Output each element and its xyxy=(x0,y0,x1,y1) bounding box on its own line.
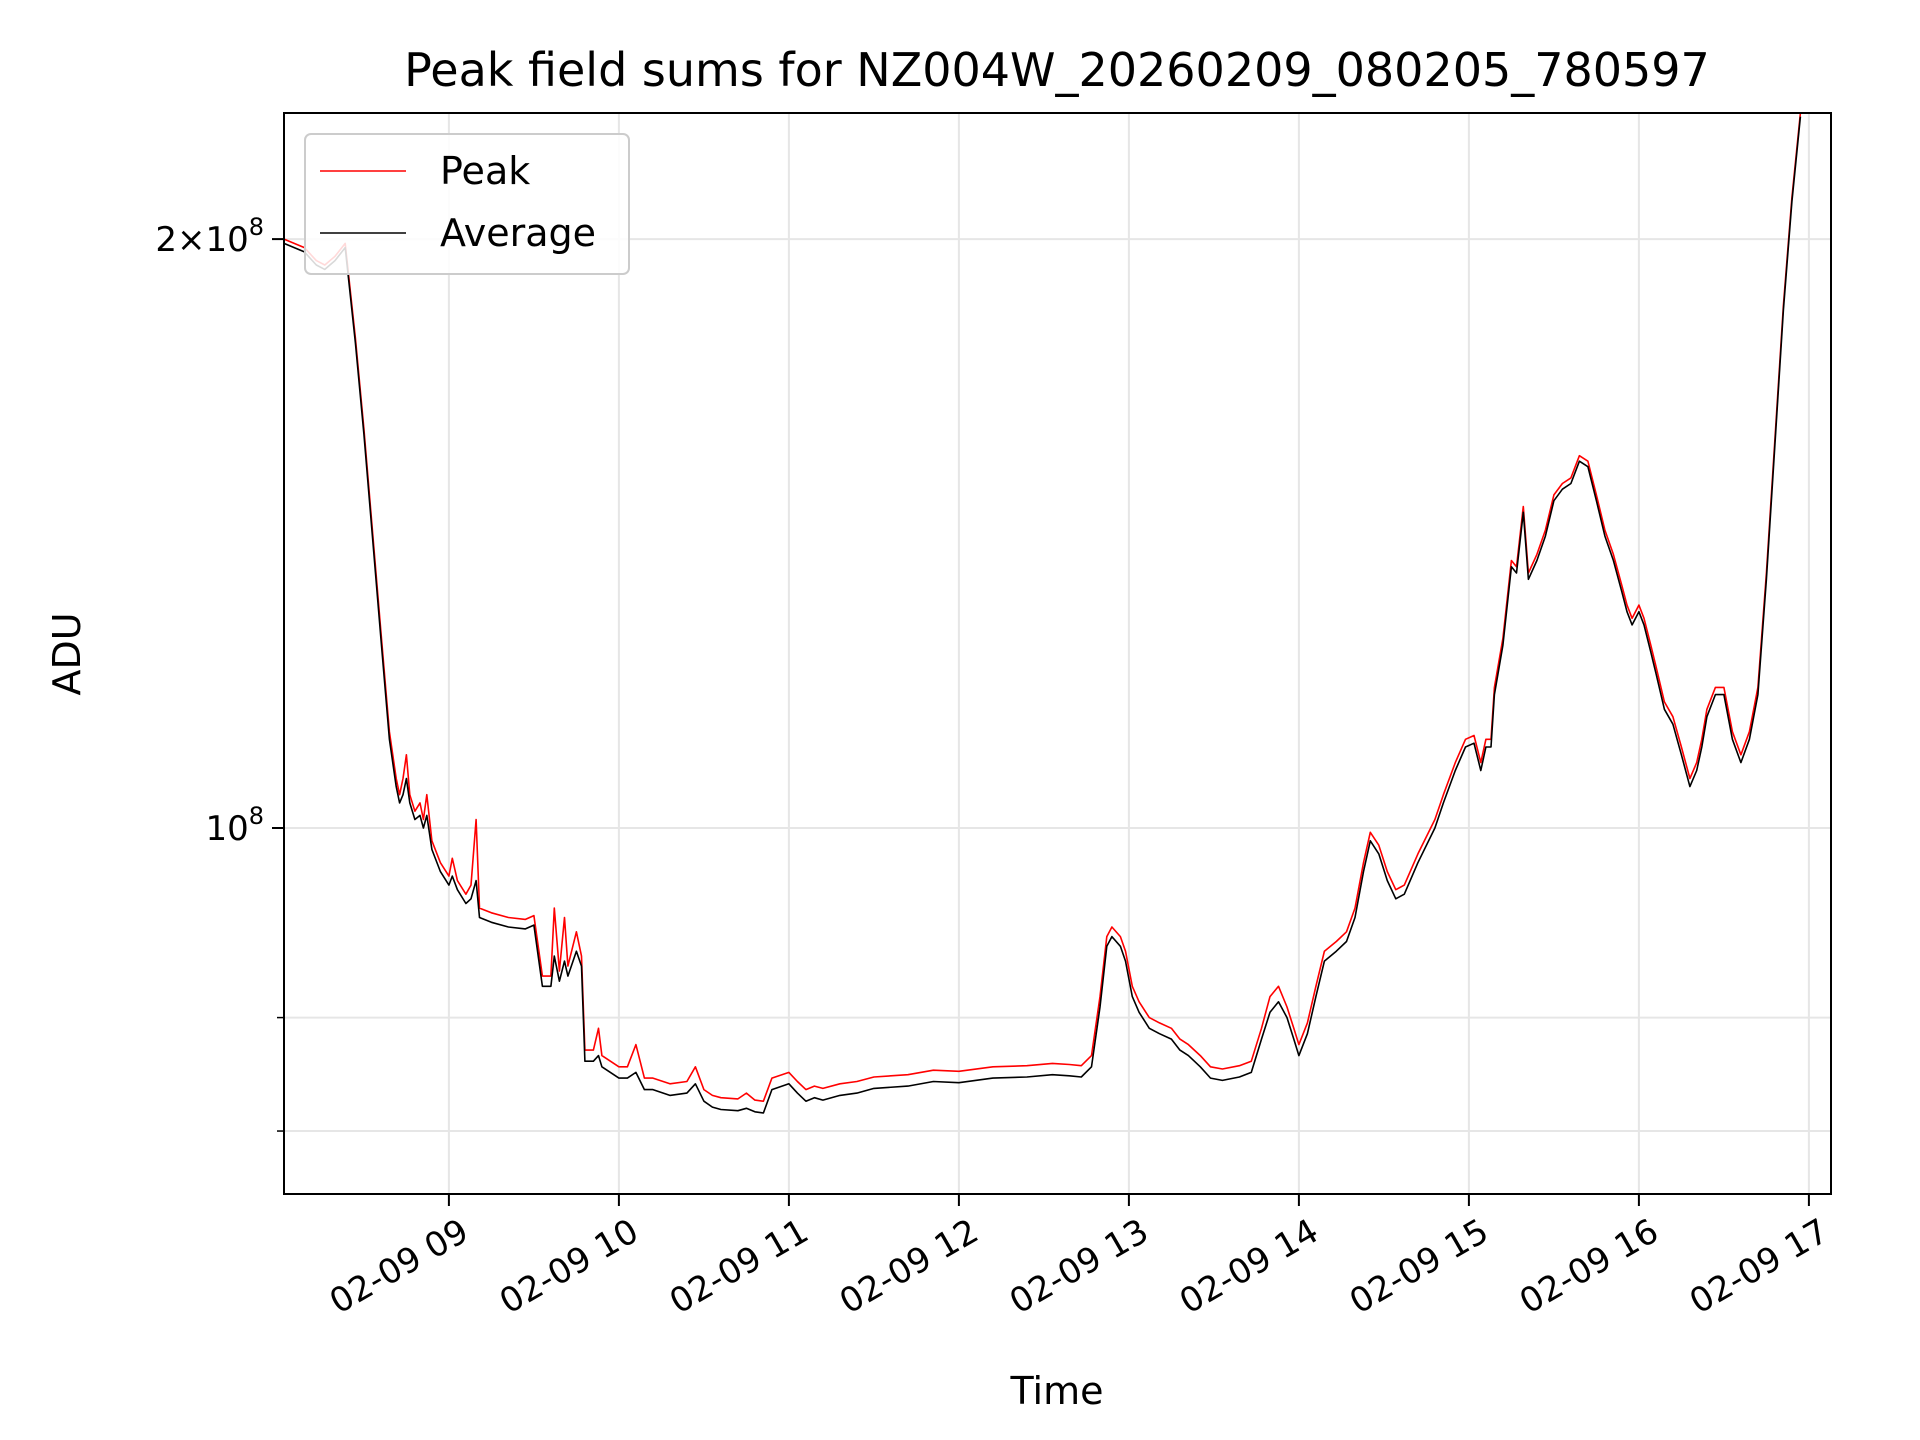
legend-label-peak: Peak xyxy=(440,149,530,193)
y-axis-label: ADU xyxy=(45,612,89,695)
series-layer xyxy=(284,113,1802,1114)
grid xyxy=(284,113,1831,1194)
y-tick-label: 108 xyxy=(205,802,264,849)
series-line-average xyxy=(284,116,1802,1114)
legend-label-average: Average xyxy=(440,211,596,255)
series-line-peak xyxy=(284,113,1802,1102)
legend-box xyxy=(304,133,630,275)
y-axis: 108 2×108 xyxy=(155,213,284,1132)
x-axis-label: Time xyxy=(1010,1369,1104,1413)
plot-frame xyxy=(283,112,1832,1195)
legend: Peak Average xyxy=(304,133,630,275)
y-tick-label: 2×108 xyxy=(155,213,264,260)
chart-title: Peak field sums for NZ004W_20260209_0802… xyxy=(404,43,1710,97)
